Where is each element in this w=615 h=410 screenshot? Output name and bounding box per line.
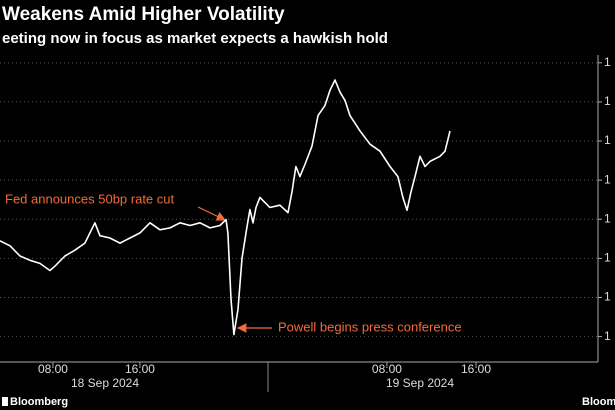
annotation-arrow: [197, 206, 227, 221]
logo-icon: [2, 397, 8, 406]
x-tick-label: 16:00: [125, 362, 155, 376]
y-tick-label: 1: [604, 329, 611, 343]
chart-subtitle: eeting now in focus as market expects a …: [2, 30, 388, 47]
y-tick-label: 1: [604, 172, 611, 186]
price-line: [0, 79, 451, 336]
source-right: Bloom: [582, 396, 615, 408]
annotation: Powell begins press conference: [278, 319, 462, 334]
x-tick-label: 16:00: [461, 362, 491, 376]
y-tick-label: 1: [604, 55, 611, 69]
x-tick-label: 08:00: [372, 362, 402, 376]
x-tick-label: 08:00: [38, 362, 68, 376]
y-tick-label: 1: [604, 211, 611, 225]
y-tick-label: 1: [604, 251, 611, 265]
annotation: Fed announces 50bp rate cut: [5, 191, 175, 206]
source: Bloomberg: [10, 396, 68, 408]
y-tick-label: 1: [604, 290, 611, 304]
date-label: 19 Sep 2024: [386, 376, 454, 390]
y-tick-label: 1: [604, 94, 611, 108]
date-label: 18 Sep 2024: [71, 376, 139, 390]
chart-title: Weakens Amid Higher Volatility: [2, 4, 285, 25]
y-tick-label: 1: [604, 133, 611, 147]
